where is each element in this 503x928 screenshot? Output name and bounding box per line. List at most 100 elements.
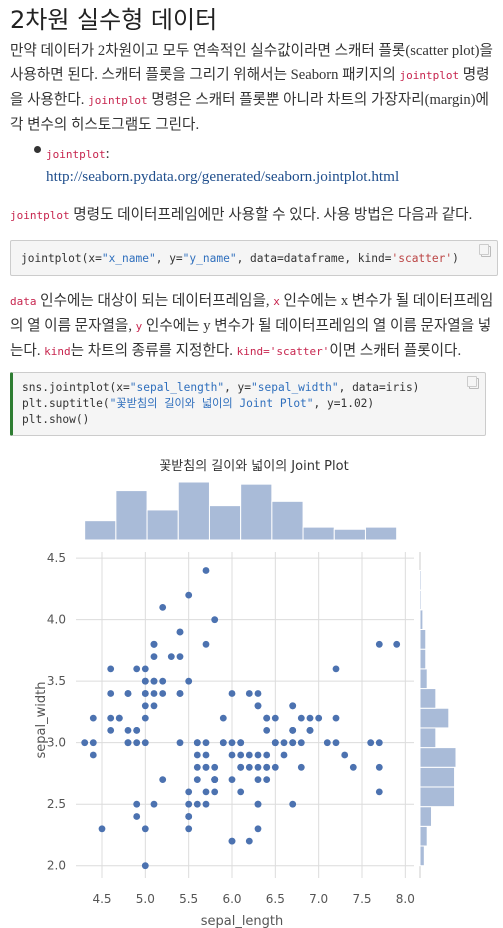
args-text: 는다. xyxy=(10,343,45,359)
scatter-point xyxy=(89,739,97,747)
scatter-point xyxy=(141,825,149,833)
scatter-point xyxy=(263,763,271,771)
scatter-point xyxy=(332,739,340,747)
histogram-bar xyxy=(177,481,210,541)
scatter-point xyxy=(332,665,340,673)
scatter-point xyxy=(185,788,193,796)
y-axis-label: sepal_width xyxy=(34,682,49,759)
scatter-point xyxy=(349,763,357,771)
scatter-point xyxy=(176,653,184,660)
inline-code-jointplot: jointplot xyxy=(88,94,148,107)
histogram-bar xyxy=(419,648,427,670)
histogram-bar xyxy=(419,825,428,847)
scatter-point xyxy=(141,714,149,722)
scatter-point xyxy=(202,751,210,759)
scatter-point xyxy=(89,751,97,759)
intro-line-3-tail: 명령은 스캐터 플롯뿐 아니라 차트의 가장자리(margin)에 xyxy=(147,92,489,108)
x-tick-label: 7.0 xyxy=(309,892,328,906)
scatter-point xyxy=(107,714,115,722)
scatter-point xyxy=(202,739,210,747)
scatter-point xyxy=(81,739,89,747)
scatter-point xyxy=(193,763,201,771)
scatter-point xyxy=(193,739,201,747)
histogram-bar xyxy=(240,483,273,541)
copy-icon[interactable] xyxy=(467,376,479,389)
scatter-point xyxy=(245,763,253,771)
scatter-point xyxy=(176,628,184,636)
code-string: 'scatter' xyxy=(391,252,453,265)
inline-code-y: y xyxy=(135,320,143,333)
code-text: jointplot(x= xyxy=(21,252,102,265)
code-text: , y=1.02) xyxy=(313,397,375,410)
scatter-point xyxy=(150,677,158,685)
scatter-point xyxy=(124,690,132,697)
arguments-paragraph: data 인수에는 대상이 되는 데이터프레임을, x 인수에는 x 변수가 될… xyxy=(10,289,496,364)
args-text: 이면 스캐터 플롯이다. xyxy=(329,343,462,359)
scatter-point xyxy=(375,640,383,648)
copy-icon[interactable] xyxy=(479,244,491,257)
scatter-point xyxy=(263,776,271,783)
histogram-bar xyxy=(419,629,427,650)
code-block-example: sns.jointplot(x="sepal_length", y="sepal… xyxy=(10,372,486,436)
histogram-bar xyxy=(419,569,422,591)
intro-line-2-text: 사용하면 된다. 스캐터 플롯을 그리기 위해서는 Seaborn 패키지의 xyxy=(10,67,400,83)
scatter-point xyxy=(150,653,158,660)
scatter-point xyxy=(107,690,115,697)
scatter-point xyxy=(98,825,106,833)
scatter-point xyxy=(228,837,236,845)
code-text: sns.jointplot(x= xyxy=(22,381,130,394)
y-tick-label: 3.0 xyxy=(47,736,66,750)
scatter-point xyxy=(211,776,219,783)
histogram-bar xyxy=(146,509,179,541)
scatter-point xyxy=(141,862,149,870)
scatter-point xyxy=(133,727,141,734)
scatter-point xyxy=(245,837,253,845)
y-tick-label: 3.5 xyxy=(47,674,66,688)
intro-line-4: 각 변수의 히스토그램도 그린다. xyxy=(10,117,200,133)
list-item: jointplot: xyxy=(46,146,110,163)
inline-code-jointplot: jointplot xyxy=(399,69,460,82)
scatter-point xyxy=(289,800,297,808)
x-tick-label: 5.0 xyxy=(136,892,155,906)
scatter-point xyxy=(228,690,236,697)
histogram-bar xyxy=(115,490,148,541)
scatter-point xyxy=(202,800,210,808)
code-text: plt.show() xyxy=(22,413,90,426)
x-axis-label: sepal_length xyxy=(201,914,284,928)
scatter-point xyxy=(133,813,141,820)
scatter-point xyxy=(297,714,305,722)
scatter-point xyxy=(341,751,349,759)
scatter-point xyxy=(89,714,97,722)
scatter-point xyxy=(159,604,167,611)
code-string: "꽃받침의 길이와 넓이의 Joint Plot" xyxy=(109,397,314,410)
scatter-point xyxy=(141,702,149,710)
right-histogram xyxy=(419,552,457,878)
y-tick-label: 4.0 xyxy=(47,613,66,627)
jointplot-doc-link[interactable]: http://seaborn.pydata.org/generated/seab… xyxy=(46,168,400,185)
code-string: "y_name" xyxy=(182,252,237,265)
scatter-point xyxy=(271,739,279,747)
scatter-point xyxy=(150,690,158,697)
histogram-bar xyxy=(419,707,450,729)
histogram-bar xyxy=(419,766,456,788)
inline-code-kind: kind xyxy=(44,345,71,358)
code-string: "x_name" xyxy=(101,252,156,265)
scatter-point xyxy=(297,739,305,747)
y-tick-label: 2.0 xyxy=(47,859,66,873)
scatter-point xyxy=(254,800,262,808)
histogram-bar xyxy=(271,500,304,541)
scatter-point xyxy=(254,776,262,783)
scatter-point xyxy=(323,739,331,747)
args-text: 인수에는 x 변수가 될 데이터프레임 xyxy=(279,293,494,309)
scatter-point xyxy=(185,677,193,685)
code-block-syntax: jointplot(x="x_name", y="y_name", data=d… xyxy=(10,240,498,276)
scatter-point xyxy=(280,739,288,747)
scatter-point xyxy=(176,690,184,697)
x-tick-label: 4.5 xyxy=(92,892,111,906)
scatter-point xyxy=(228,776,236,783)
top-histogram xyxy=(84,481,398,541)
scatter-point xyxy=(167,653,175,660)
histogram-bar xyxy=(419,747,457,768)
scatter-point xyxy=(185,825,193,833)
scatter-point xyxy=(263,751,271,759)
